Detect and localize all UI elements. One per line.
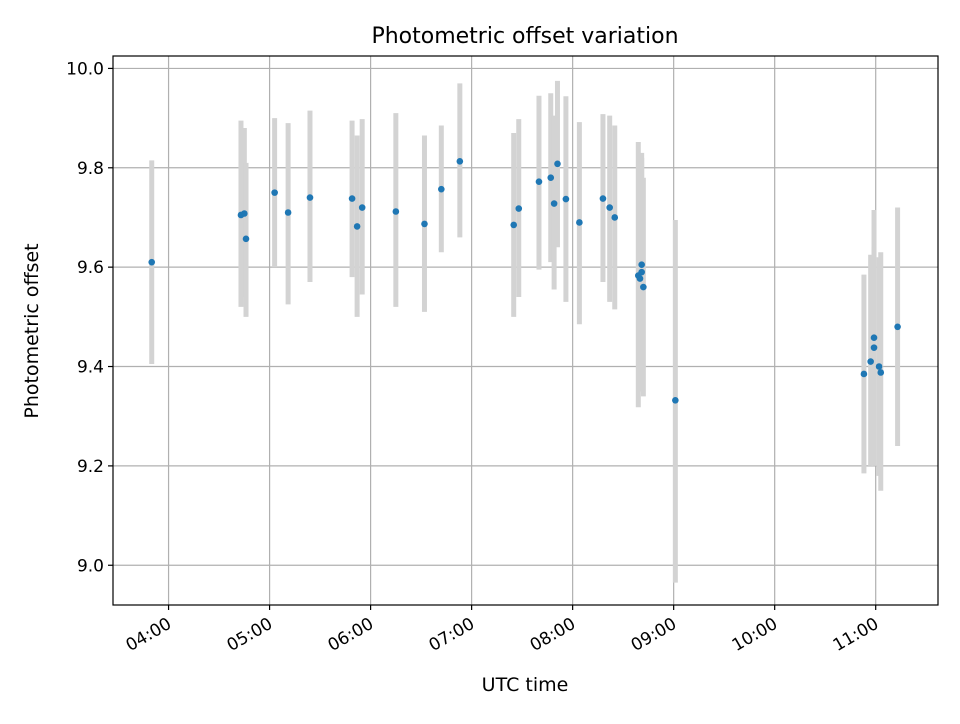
data-point [599,195,607,202]
data-point [562,195,570,203]
y-tick-label: 9.2 [77,457,104,477]
plot-frame [112,55,939,606]
data-point [870,334,878,342]
data-point [353,223,361,230]
y-tick-label: 9.4 [77,358,104,378]
data-points [148,158,901,404]
data-point [550,200,558,207]
y-tick-label: 9.6 [77,258,104,278]
data-point [870,344,878,351]
data-point [867,358,874,365]
data-point [576,219,583,226]
data-point [306,194,314,201]
data-point [515,205,523,212]
y-axis-label: Photometric offset [21,243,43,418]
y-axis-ticks: 9.0 9.2 9.4 9.6 9.8 10.0 [66,59,113,576]
data-point [421,220,428,228]
data-point [284,209,292,216]
data-point [638,268,645,276]
data-point [535,178,543,185]
data-point [438,185,445,193]
data-point [456,158,464,165]
data-point [860,370,868,378]
data-point [875,363,883,370]
data-point [640,283,647,291]
data-point [611,214,619,221]
data-point [241,210,248,217]
data-point [547,174,555,182]
data-point [242,235,250,243]
data-point [894,323,901,331]
y-tick-label: 9.8 [77,159,104,179]
data-point [877,369,885,376]
y-tick-label: 10.0 [66,59,104,79]
data-point [392,208,400,215]
x-axis-label: UTC time [482,674,569,696]
data-point [672,397,679,404]
data-point [148,258,156,266]
data-point [638,261,645,268]
data-point [358,204,366,211]
data-point [271,189,278,196]
data-point [606,204,613,211]
y-tick-label: 9.0 [77,556,104,576]
data-point [636,275,644,282]
data-point [554,160,561,168]
chart-title: Photometric offset variation [371,24,678,49]
data-point [510,221,518,229]
data-point [348,195,356,202]
